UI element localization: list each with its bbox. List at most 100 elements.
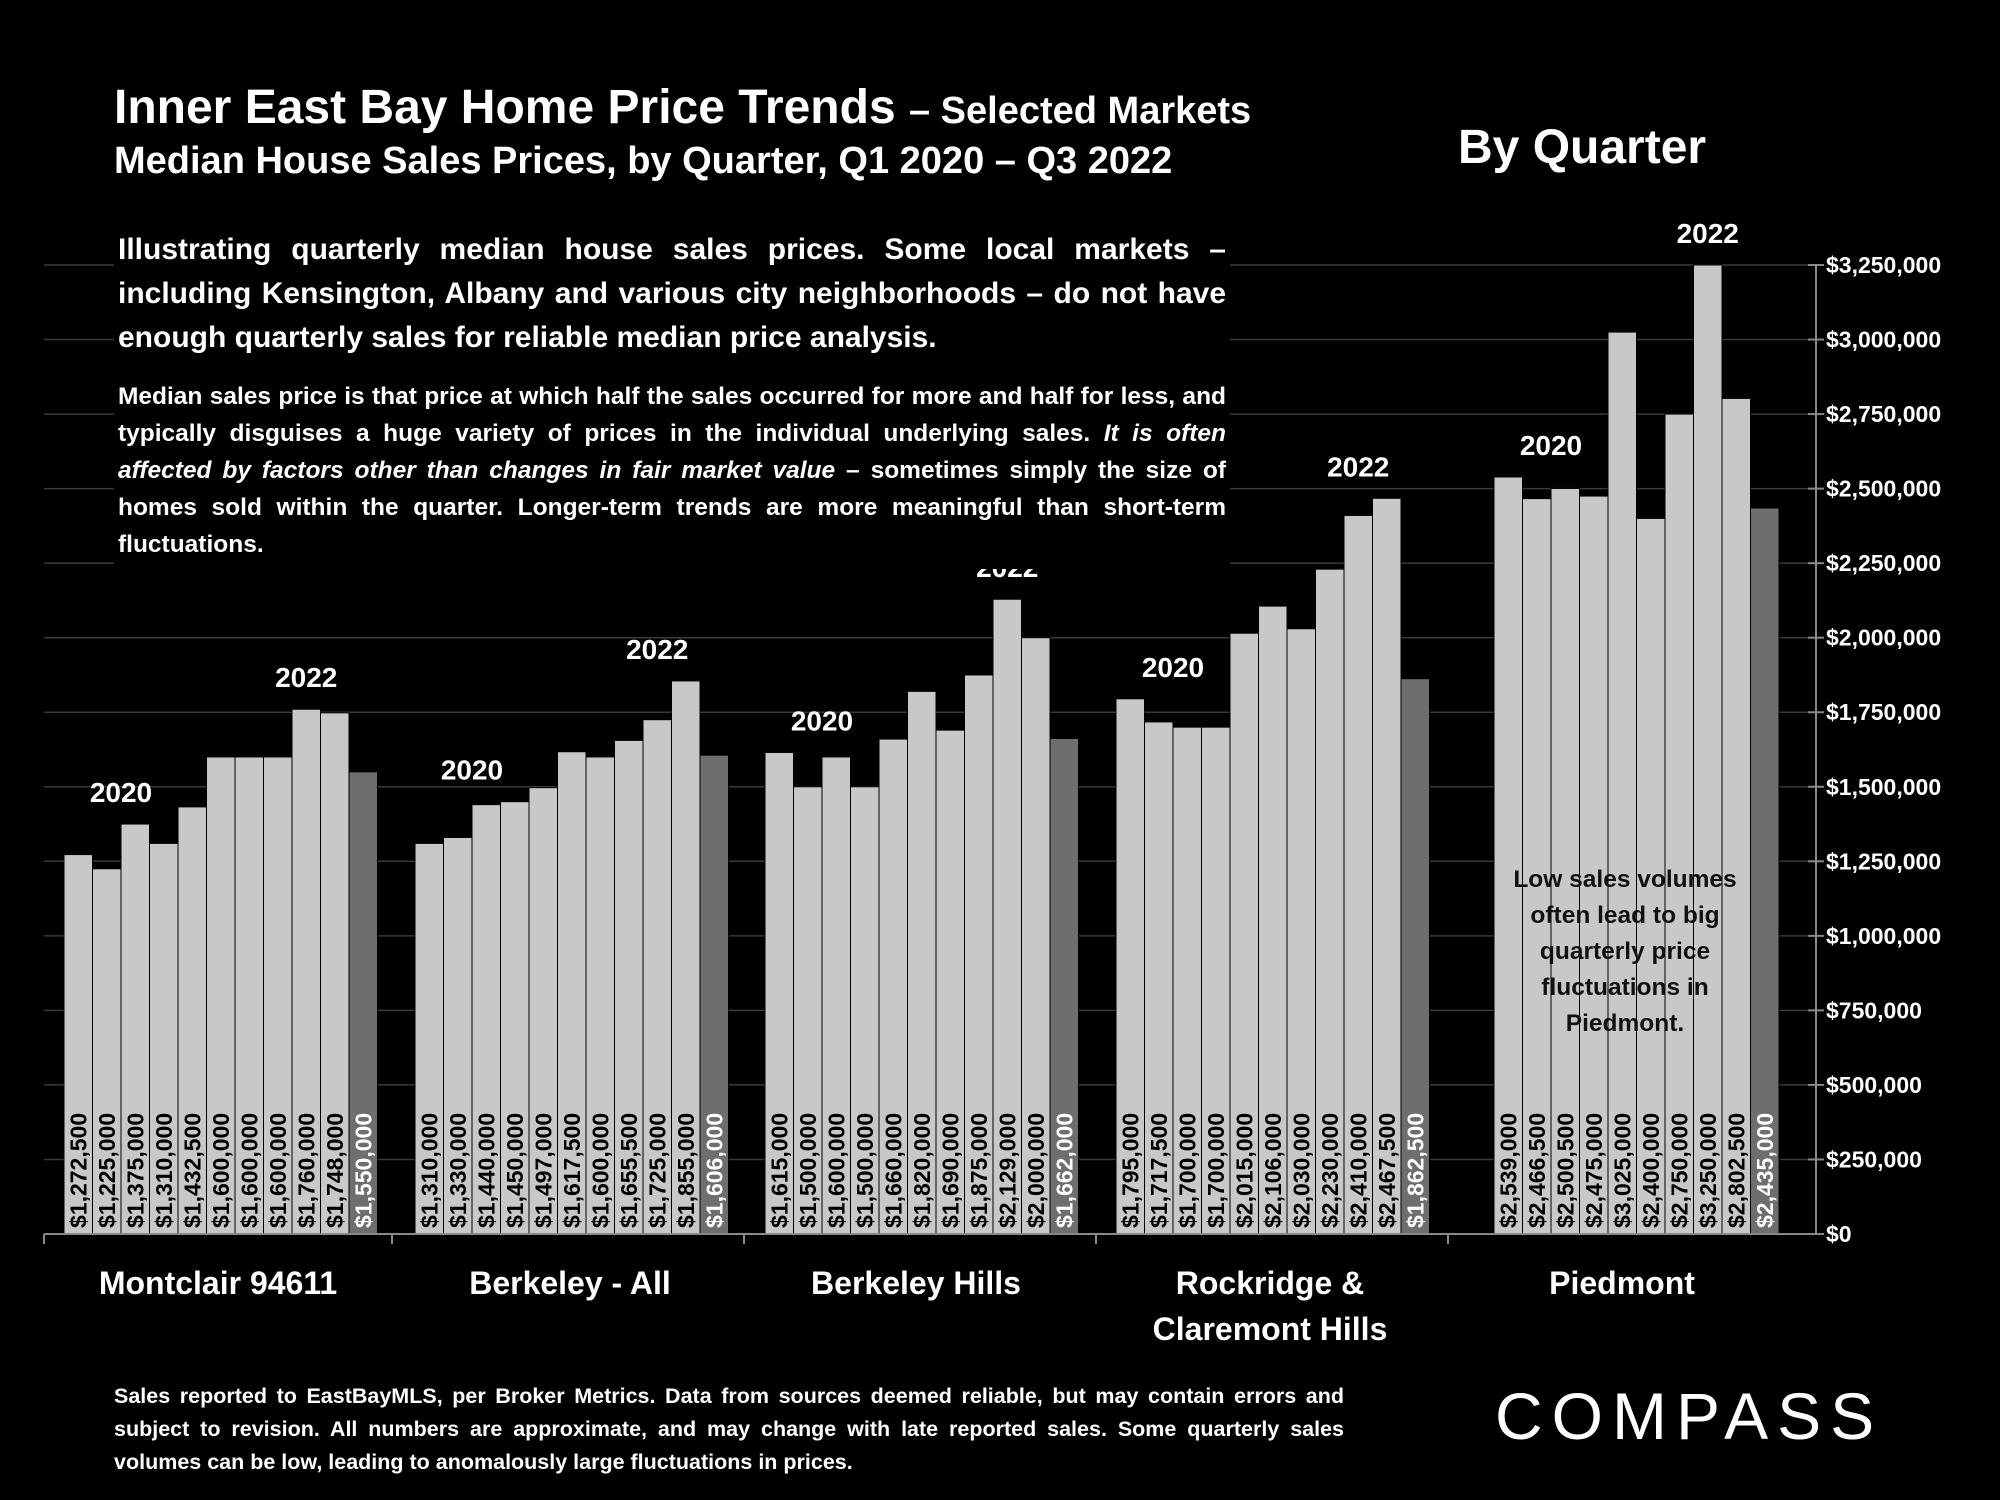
title-suffix: – Selected Markets [908, 90, 1252, 132]
data-label: $1,820,000 [909, 1113, 935, 1228]
bar [1229, 632, 1259, 1235]
data-label: $1,617,500 [559, 1113, 585, 1228]
bar [414, 842, 444, 1235]
bar [1201, 726, 1231, 1235]
by-quarter-label: By Quarter [1458, 121, 1707, 174]
bar [1372, 497, 1402, 1235]
category-labels: Montclair 94611 Berkeley - All Berkeley Hi… [99, 1265, 1695, 1347]
y-tick-label: $750,000 [1826, 997, 1922, 1023]
data-label: $1,606,000 [701, 1113, 727, 1228]
data-label: $2,466,500 [1524, 1113, 1550, 1228]
data-label: $1,497,000 [530, 1113, 556, 1228]
year-start-label: 2020 [1142, 652, 1204, 683]
bar [206, 756, 236, 1235]
data-label: $1,855,000 [673, 1113, 699, 1228]
data-label: $2,435,000 [1752, 1113, 1778, 1228]
bar [1579, 495, 1609, 1235]
data-label: $1,600,000 [823, 1113, 849, 1228]
note-part1: Median sales price is that price at whic… [118, 383, 1226, 447]
category-label: Berkeley - All [469, 1265, 671, 1301]
bar-group: $1,795,000 $1,717,500 $1,700,000 $1,700,000… [1115, 451, 1430, 1235]
data-label: $2,106,000 [1260, 1113, 1286, 1228]
year-end-label: 2022 [1327, 451, 1389, 482]
data-label: $2,475,000 [1581, 1113, 1607, 1228]
category-label: Rockridge & [1176, 1265, 1364, 1301]
year-end-label: 2022 [275, 662, 337, 693]
data-label: $1,440,000 [473, 1113, 499, 1228]
piedmont-annotation: Low sales volumes often lead to big quar… [1513, 866, 1737, 1037]
note-italic: It is often affected by factors other th… [118, 420, 1226, 484]
y-tick-label: $3,250,000 [1826, 252, 1941, 278]
bar [1493, 476, 1523, 1235]
bar [348, 771, 378, 1235]
data-label: $1,700,000 [1174, 1113, 1200, 1228]
bar [1049, 737, 1079, 1235]
data-label: $2,129,000 [994, 1113, 1020, 1228]
data-label: $2,230,000 [1317, 1113, 1343, 1228]
bar [1258, 605, 1288, 1235]
data-label: $1,330,000 [445, 1113, 471, 1228]
data-label: $1,615,000 [766, 1113, 792, 1228]
data-label: $1,748,000 [322, 1113, 348, 1228]
footer-disclaimer: Sales reported to EastBayMLS, per Broker… [114, 1384, 1344, 1474]
bar [764, 751, 794, 1235]
bar [1400, 678, 1430, 1235]
category-label: Piedmont [1549, 1265, 1695, 1301]
bar [907, 690, 937, 1235]
data-label: $1,225,000 [94, 1113, 120, 1228]
bar [671, 680, 701, 1235]
year-end-label: 2022 [626, 634, 688, 665]
y-tick-label: $1,250,000 [1826, 848, 1941, 874]
bar [1286, 628, 1316, 1235]
data-label: $2,802,500 [1723, 1113, 1749, 1228]
y-axis: $0 $250,000 $500,000 $750,000 $1,000,000 $1,2… [43, 252, 1941, 1247]
bar [821, 756, 851, 1235]
bar [263, 756, 293, 1235]
bar [320, 712, 350, 1235]
data-label: $1,600,000 [208, 1113, 234, 1228]
y-tick-label: $1,000,000 [1826, 923, 1941, 949]
y-tick-label: $2,250,000 [1826, 550, 1941, 576]
data-label: $1,760,000 [293, 1113, 319, 1228]
bar [935, 729, 965, 1235]
year-start-label: 2020 [791, 705, 853, 736]
data-label: $1,795,000 [1117, 1113, 1143, 1228]
bar [120, 823, 150, 1235]
year-end-label: 2022 [1677, 218, 1739, 249]
data-label: $2,467,500 [1374, 1113, 1400, 1228]
title-main: Inner East Bay Home Price Trends [114, 81, 896, 134]
chart-title: Inner East Bay Home Price Trends – Selec… [114, 80, 1251, 135]
data-label: $2,750,000 [1666, 1113, 1692, 1228]
bar [500, 801, 530, 1235]
intro-paragraph: Illustrating quarterly median house sale… [114, 228, 1230, 360]
bar [1636, 517, 1666, 1235]
bar [1693, 264, 1723, 1235]
y-tick-label: $2,750,000 [1826, 401, 1941, 427]
note-part2: – sometimes simply the size of homes sol… [118, 457, 1226, 558]
data-label: $1,600,000 [265, 1113, 291, 1228]
data-label: $1,500,000 [795, 1113, 821, 1228]
data-label: $1,700,000 [1203, 1113, 1229, 1228]
data-label: $2,030,000 [1288, 1113, 1314, 1228]
category-label: Montclair 94611 [99, 1265, 337, 1301]
y-tick-label: $1,750,000 [1826, 699, 1941, 725]
data-label: $2,400,000 [1638, 1113, 1664, 1228]
data-label: $2,539,000 [1495, 1113, 1521, 1228]
compass-logo: COMPASS [1495, 1379, 1884, 1453]
data-label: $1,500,000 [852, 1113, 878, 1228]
data-label: $1,432,500 [179, 1113, 205, 1228]
median-note-paragraph: Median sales price is that price at whic… [114, 378, 1230, 569]
bar [699, 754, 729, 1235]
data-label: $2,000,000 [1023, 1113, 1049, 1228]
data-label: $2,410,000 [1345, 1113, 1371, 1228]
bar [1607, 331, 1637, 1235]
bar [964, 674, 994, 1235]
year-start-label: 2020 [1520, 430, 1582, 461]
data-label: $2,015,000 [1231, 1113, 1257, 1228]
bar [528, 787, 558, 1235]
data-label: $1,662,000 [1051, 1113, 1077, 1228]
data-label: $3,025,000 [1609, 1113, 1635, 1228]
data-label: $1,310,000 [416, 1113, 442, 1228]
bar [1343, 514, 1373, 1235]
